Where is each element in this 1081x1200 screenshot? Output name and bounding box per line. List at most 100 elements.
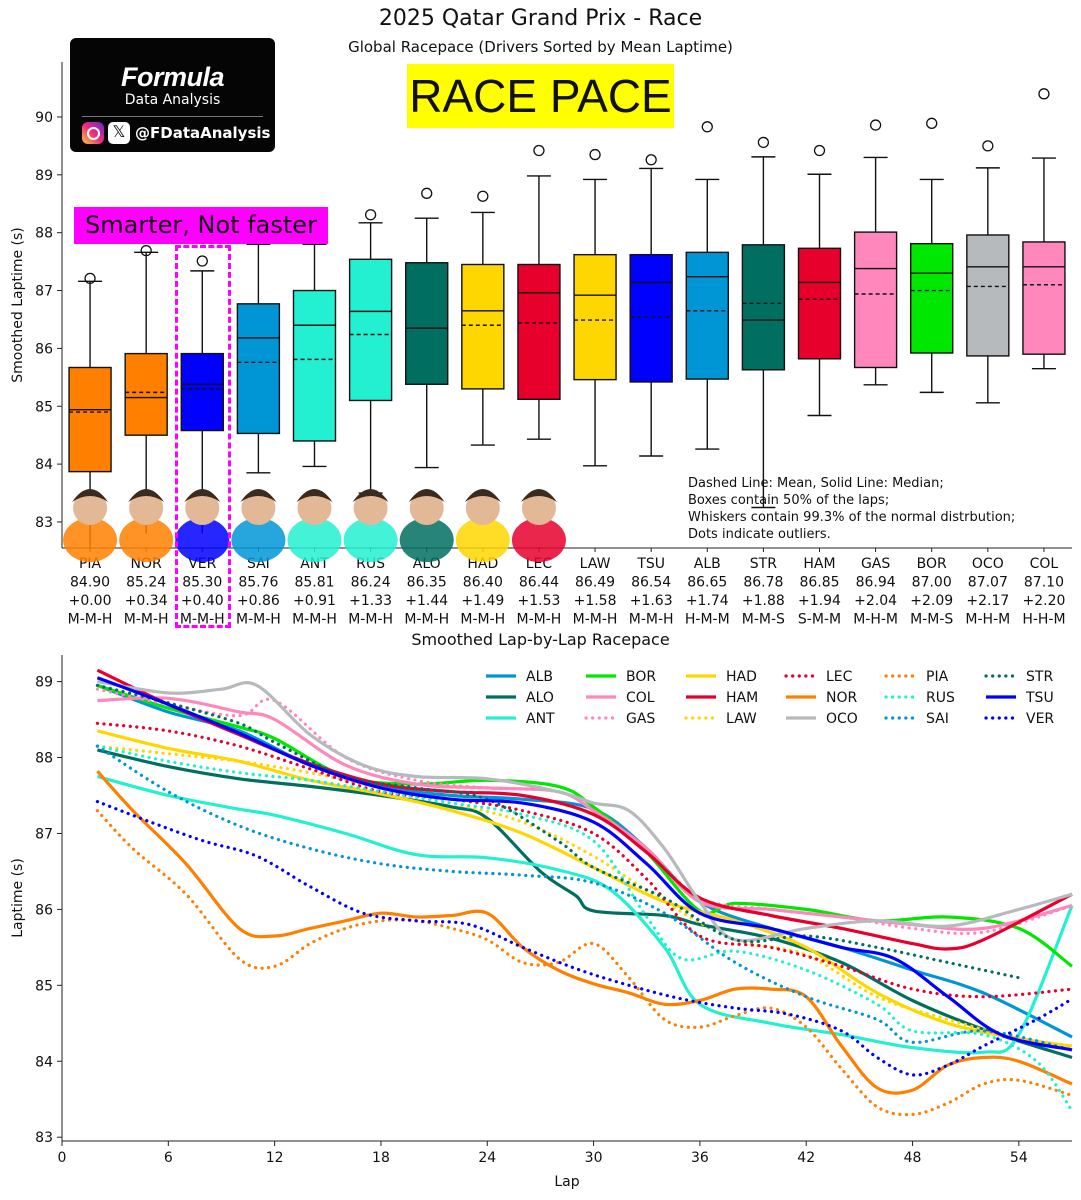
driver-strategy: M-H-M [853, 612, 898, 628]
driver-gap: +2.09 [910, 593, 953, 609]
outlier-dot [477, 190, 489, 202]
line-x-tick-label: 30 [585, 1150, 603, 1166]
driver-gap: +0.91 [293, 593, 336, 609]
legend-label-bor: BOR [626, 669, 656, 685]
driver-code: GAS [861, 556, 890, 572]
driver-mean: 86.49 [575, 575, 615, 591]
legend-label-tsu: TSU [1025, 690, 1054, 706]
line-y-tick-label: 86 [35, 902, 53, 918]
logo-brand-text: Formula [120, 62, 225, 92]
driver-code: LAW [580, 556, 611, 572]
driver-code: BOR [917, 556, 947, 572]
line-x-tick-label: 36 [691, 1150, 709, 1166]
outlier-dot [869, 119, 882, 131]
box-pia [68, 366, 112, 473]
driver-portrait-face [185, 491, 220, 525]
driver-gap: +2.20 [1022, 593, 1065, 609]
line-y-axis-label: Laptime (s) [10, 858, 26, 938]
driver-gap: +2.04 [854, 593, 897, 609]
driver-gap: +1.88 [742, 593, 785, 609]
driver-portrait-hair [352, 489, 389, 502]
line-x-tick-label: 42 [797, 1150, 815, 1166]
driver-strategy: M-M-H [124, 612, 169, 628]
driver-strategy: M-M-H [180, 612, 225, 628]
box-str [741, 244, 786, 371]
line-y-tick-label: 89 [35, 675, 53, 691]
driver-gap: +1.94 [798, 593, 841, 609]
driver-portrait-face [297, 491, 332, 525]
driver-portrait-suit [455, 518, 510, 562]
driver-portrait-suit [287, 518, 342, 562]
driver-gap: +1.63 [630, 593, 673, 609]
series-line-ant [96, 774, 1074, 1055]
line-x-tick-label: 54 [1010, 1150, 1028, 1166]
logo-brand-subtext: Data Analysis [124, 92, 221, 108]
driver-portrait-face [465, 491, 500, 525]
outlier-dot [982, 140, 994, 152]
outlier-dot [645, 154, 657, 166]
driver-portrait-suit [343, 518, 398, 562]
outlier-dot [1038, 88, 1050, 100]
driver-gap: +0.34 [125, 593, 168, 609]
driver-portrait-hair [72, 489, 109, 502]
driver-gap: +0.86 [237, 593, 280, 609]
line-x-tick-label: 0 [58, 1150, 67, 1166]
box-oco [966, 234, 1010, 357]
outlier-dot [926, 117, 938, 129]
driver-strategy: H-M-M [685, 612, 730, 628]
driver-mean: 84.90 [70, 575, 110, 591]
driver-strategy: M-M-S [910, 612, 953, 628]
driver-portrait-suit [231, 518, 286, 562]
social-handle: @FDataAnalysis [135, 124, 271, 142]
legend-label-gas: GAS [626, 711, 655, 727]
driver-portrait-hair [240, 489, 277, 502]
box-y-tick-label: 85 [35, 399, 53, 415]
legend-label-nor: NOR [826, 690, 857, 706]
chart-subtitle: Global Racepace (Drivers Sorted by Mean … [348, 38, 733, 56]
driver-portrait-suit [63, 518, 118, 562]
driver-gap: +1.53 [517, 593, 560, 609]
driver-gap: +1.44 [405, 593, 448, 609]
driver-portrait-hair [296, 489, 333, 502]
series-line-oco [97, 680, 1073, 943]
legend-label-ham: HAM [726, 690, 758, 706]
legend-label-pia: PIA [926, 669, 949, 685]
driver-mean: 86.40 [463, 575, 503, 591]
box-y-tick-label: 88 [35, 226, 53, 242]
legend-label-alb: ALB [526, 669, 553, 685]
driver-mean: 86.94 [856, 575, 896, 591]
driver-mean: 86.54 [631, 575, 671, 591]
series-line-had [97, 729, 1073, 1048]
box-alb [685, 251, 729, 380]
driver-strategy: M-M-H [629, 612, 674, 628]
smarter-callout: Smarter, Not faster [74, 207, 328, 244]
driver-portrait-suit [119, 518, 174, 562]
driver-gap: +0.40 [181, 593, 224, 609]
driver-strategy: H-H-M [1022, 612, 1065, 628]
line-y-tick-label: 88 [35, 751, 53, 767]
outlier-dot [813, 144, 826, 157]
box-y-axis-label: Smoothed Laptime (s) [10, 227, 26, 383]
driver-mean: 86.44 [519, 575, 559, 591]
box-sai [236, 303, 281, 435]
series-line-pia [95, 809, 1074, 1117]
box-y-tick-label: 84 [35, 457, 53, 473]
line-chart-title: Smoothed Lap-by-Lap Racepace [411, 630, 670, 649]
line-x-tick-label: 48 [904, 1150, 922, 1166]
legend-label-oco: OCO [826, 711, 858, 727]
series-line-ver [95, 800, 1074, 1077]
driver-strategy: M-M-H [292, 612, 337, 628]
box-ham [797, 247, 842, 360]
line-x-axis-label: Lap [554, 1174, 579, 1190]
driver-mean: 87.00 [912, 575, 952, 591]
driver-strategy: M-M-S [742, 612, 785, 628]
driver-gap: +1.74 [686, 593, 729, 609]
line-x-tick-label: 24 [478, 1150, 496, 1166]
line-y-tick-label: 85 [35, 978, 53, 994]
driver-code: STR [750, 556, 777, 572]
driver-strategy: M-M-H [460, 612, 505, 628]
outlier-dot [701, 121, 713, 133]
outlier-dot [757, 136, 770, 149]
series-line-bor [96, 683, 1073, 968]
